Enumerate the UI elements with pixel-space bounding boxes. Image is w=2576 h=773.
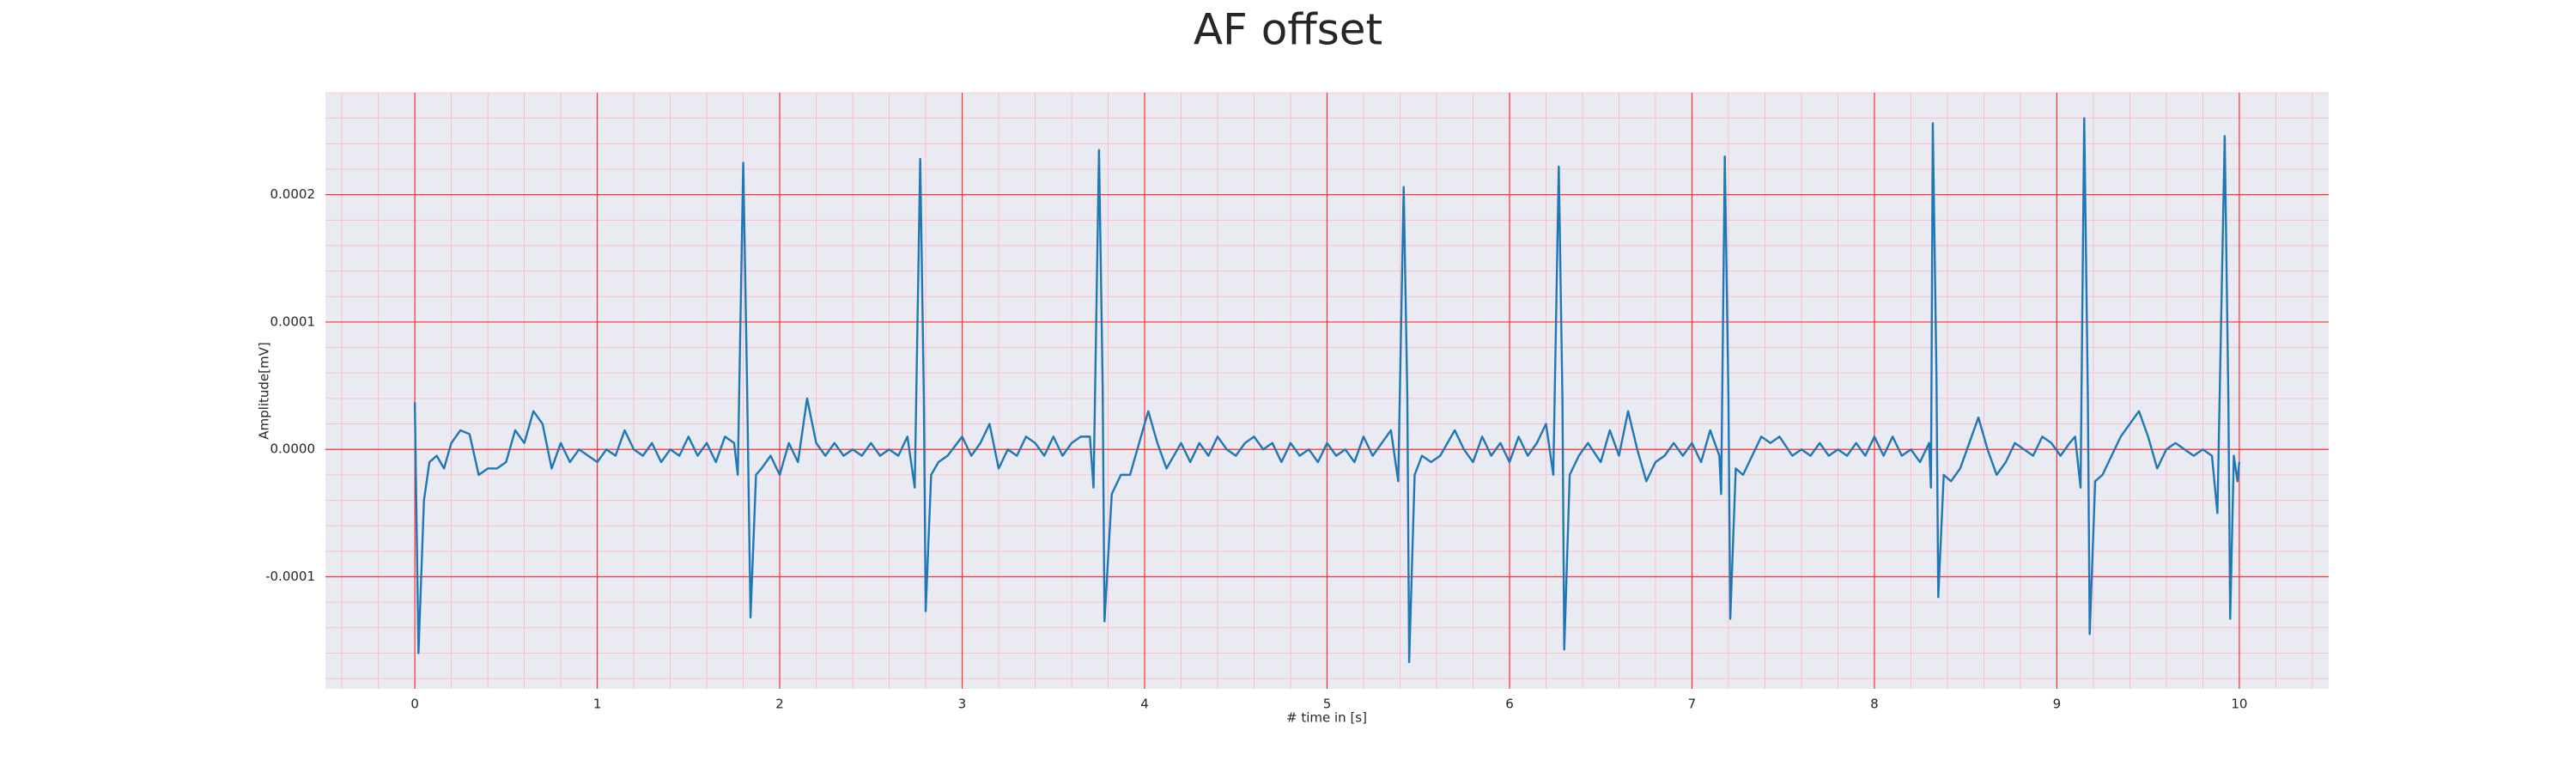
data-line: [413, 117, 2241, 664]
x-tick-label: 8: [1870, 697, 1879, 712]
x-tick-label: 7: [1688, 697, 1697, 712]
x-tick-label: 1: [593, 697, 602, 712]
x-tick-label: 3: [958, 697, 967, 712]
x-tick-label: 4: [1140, 697, 1149, 712]
x-tick-label: 0: [410, 697, 419, 712]
chart-title: AF offset: [1194, 5, 1382, 55]
x-axis-label: # time in [s]: [1286, 710, 1367, 726]
x-tick-label: 5: [1323, 697, 1332, 712]
x-tick-label: 6: [1505, 697, 1514, 712]
y-tick-label: -0.0001: [265, 569, 315, 584]
x-tick-label: 2: [775, 697, 784, 712]
y-tick-label: 0.0001: [270, 313, 316, 329]
y-tick-label: 0.0002: [270, 186, 316, 202]
x-tick-label: 9: [2053, 697, 2062, 712]
y-axis-label: Amplitude[mV]: [257, 342, 272, 439]
x-tick-label: 10: [2231, 697, 2247, 712]
y-tick-label: 0.0000: [270, 441, 316, 457]
